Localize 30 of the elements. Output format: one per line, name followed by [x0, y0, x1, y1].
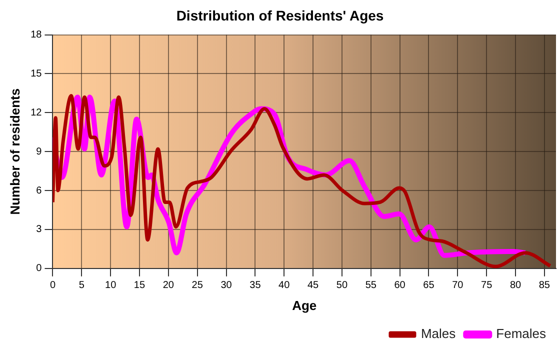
y-tick-label: 3	[36, 224, 42, 236]
y-tick-label: 0	[36, 263, 42, 274]
x-tick-label: 25	[192, 280, 204, 292]
x-tick-label: 55	[365, 280, 377, 292]
x-tick-label: 10	[105, 280, 117, 292]
x-tick-label: 0	[50, 280, 56, 292]
legend-label: Males	[420, 326, 456, 342]
x-tick-label: 50	[336, 280, 348, 292]
x-tick-label: 40	[278, 280, 290, 292]
x-tick-label: 70	[452, 280, 464, 292]
x-tick-label: 5	[78, 280, 85, 292]
x-tick-label: 65	[423, 280, 435, 292]
y-axis-title: Number of residents	[7, 88, 22, 215]
x-tick-label: 30	[220, 280, 232, 292]
x-tick-label: 15	[134, 280, 146, 292]
y-tick-label: 18	[30, 30, 42, 41]
x-tick-label: 60	[394, 280, 406, 292]
x-tick-label: 45	[307, 280, 320, 292]
x-tick-label: 35	[250, 280, 262, 292]
legend-label: Females	[496, 326, 546, 342]
x-tick-label: 80	[510, 280, 522, 292]
y-tick-label: 9	[36, 146, 42, 158]
y-tick-label: 15	[30, 68, 42, 80]
y-tick-label: 6	[36, 185, 42, 196]
x-tick-label: 75	[481, 280, 493, 292]
y-tick-label: 12	[30, 107, 42, 118]
x-axis-title: Age	[292, 298, 317, 313]
x-tick-label: 20	[162, 280, 174, 292]
x-tick-label: 85	[538, 280, 550, 292]
chart-title: Distribution of Residents' Ages	[176, 7, 384, 24]
